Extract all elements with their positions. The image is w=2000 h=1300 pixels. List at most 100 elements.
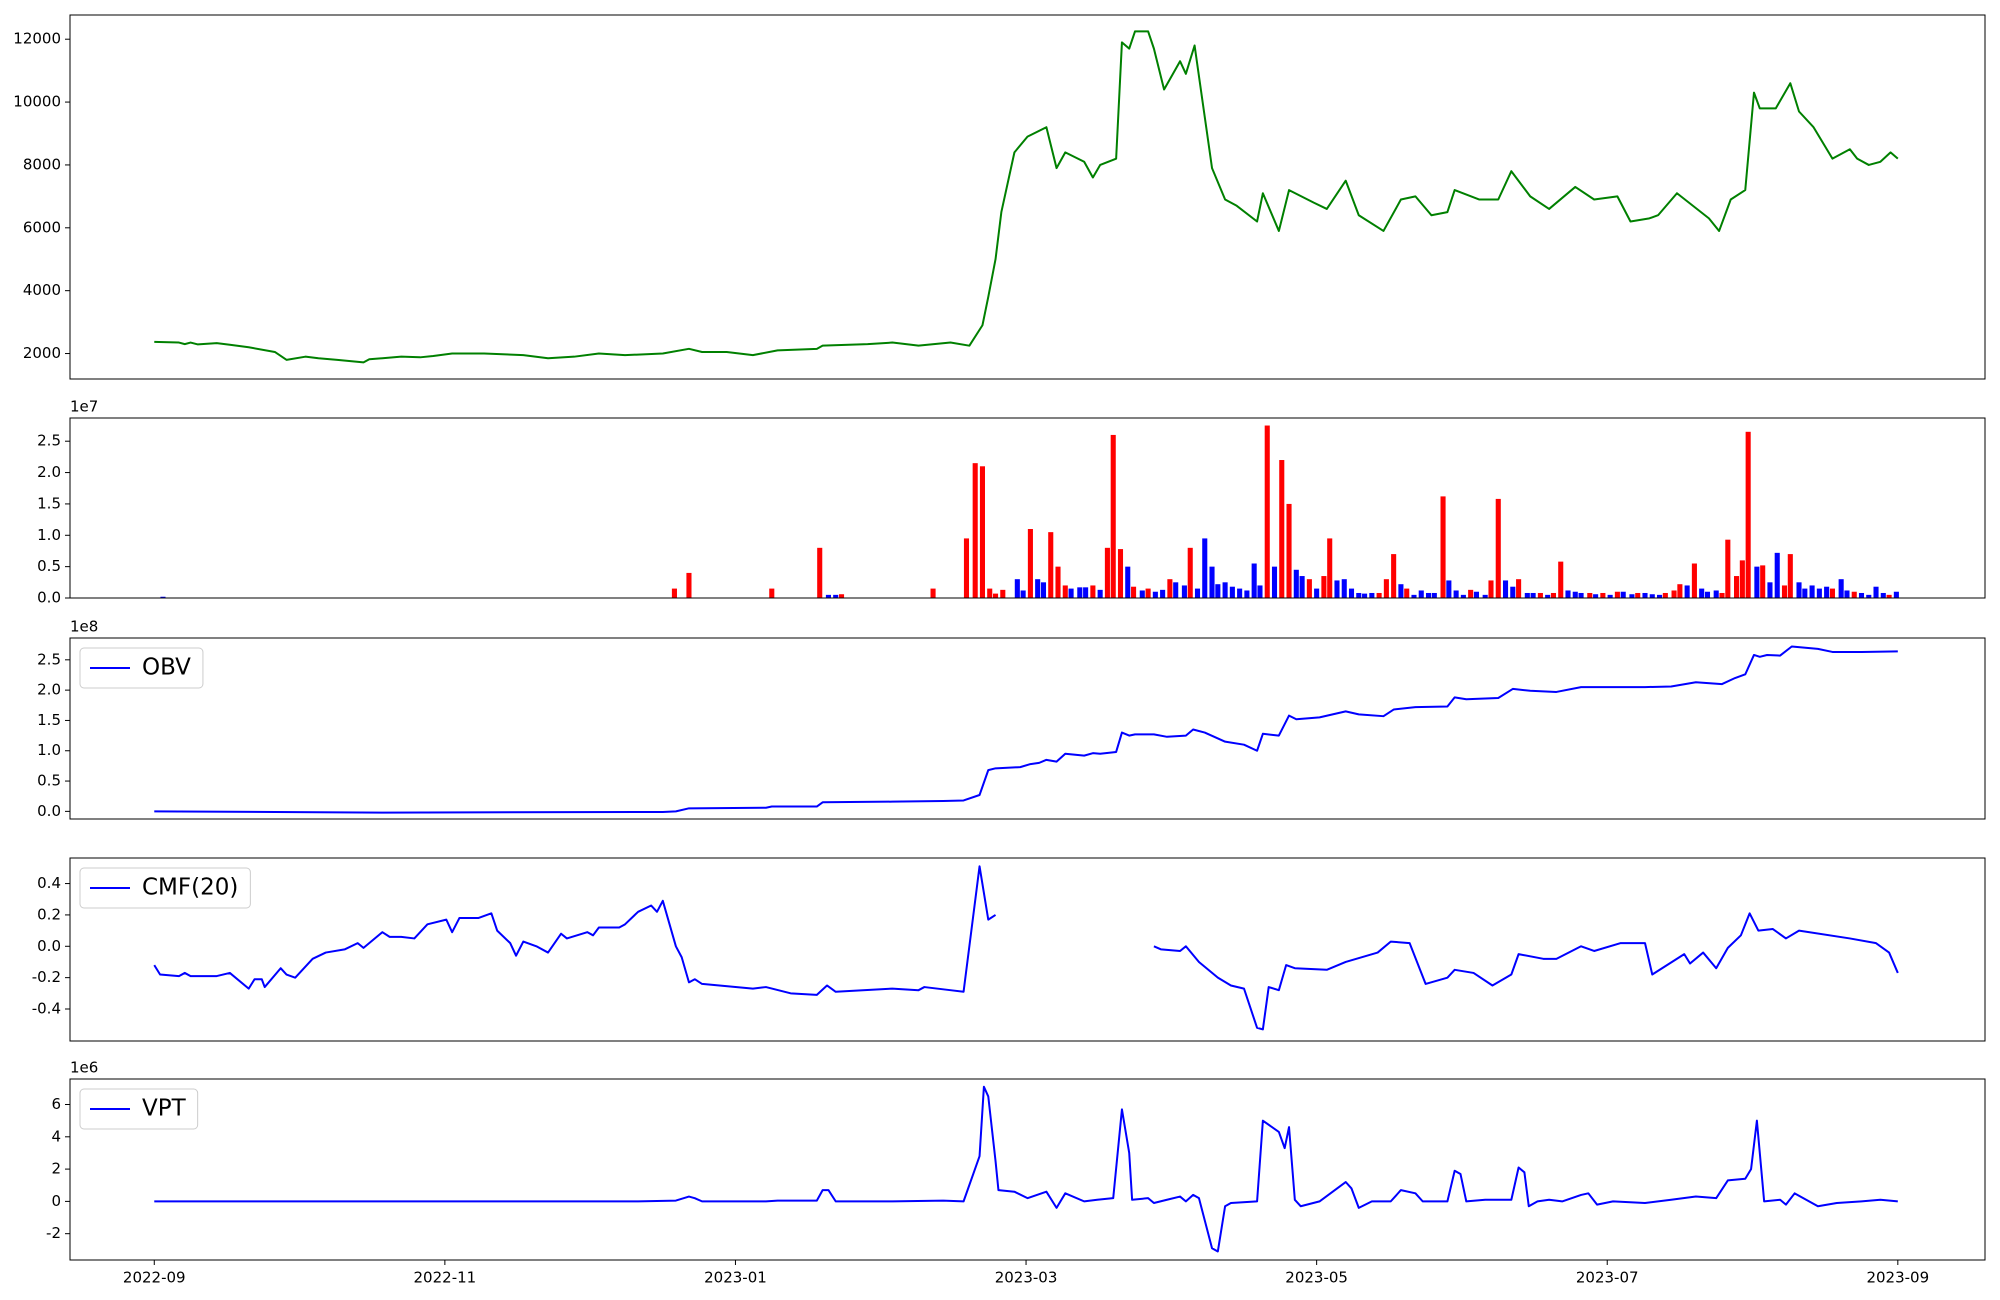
volume-bar <box>1516 579 1522 598</box>
volume-bar <box>1802 588 1808 598</box>
volume-bar <box>1048 532 1054 598</box>
y-tick-label: 1.5 <box>37 711 61 729</box>
volume-bar <box>1662 592 1668 598</box>
y-tick-label: 0.0 <box>37 589 61 607</box>
y-tick-label: -0.2 <box>32 968 61 986</box>
volume-bar <box>1473 591 1480 598</box>
legend-box <box>79 647 204 689</box>
volume-bar <box>1495 498 1501 598</box>
volume-bar <box>1131 586 1137 598</box>
volume-bar <box>1734 576 1740 598</box>
volume-bar <box>1754 566 1760 598</box>
volume-bar <box>1510 586 1516 598</box>
volume-bar <box>1587 592 1593 598</box>
x-tick-label: 2023-05 <box>1285 1269 1348 1287</box>
y-tick-label: 1.5 <box>37 494 61 512</box>
volume-bar <box>1000 589 1006 598</box>
legend-label: OBV <box>142 655 191 681</box>
volume-bar <box>1187 547 1193 598</box>
volume-bar <box>1468 589 1474 598</box>
volume-bar <box>1418 590 1424 598</box>
y-tick-label: 0.0 <box>37 802 61 820</box>
volume-bar <box>1431 592 1437 598</box>
volume-bar <box>1866 594 1872 598</box>
y-tick-label: 0.2 <box>37 905 61 923</box>
volume-bar <box>833 594 839 598</box>
volume-bar <box>1348 588 1355 598</box>
volume-bar <box>1090 585 1096 598</box>
volume-bar <box>1691 563 1697 598</box>
volume-bar <box>972 463 978 598</box>
y-tick-label: 10000 <box>13 93 61 111</box>
volume-bar <box>1460 594 1466 598</box>
volume-bar <box>1809 585 1815 598</box>
volume-bar <box>1068 588 1074 598</box>
volume-bar <box>1279 460 1285 598</box>
y-tick-label: 2.0 <box>37 463 61 481</box>
volume-bar <box>1844 590 1850 598</box>
volume-bar <box>1565 590 1571 598</box>
volume-bar <box>1139 590 1145 598</box>
volume-bar <box>1306 579 1312 598</box>
volume-bar <box>1062 585 1068 598</box>
volume-bar <box>1314 588 1320 598</box>
volume-bar <box>1704 591 1711 598</box>
volume-bar <box>1725 539 1731 598</box>
y-tick-label: 0.5 <box>37 557 61 575</box>
volume-bar <box>1341 579 1347 598</box>
volume-bar <box>1572 591 1578 598</box>
y-offset-label: 1e6 <box>70 1059 98 1077</box>
axes-frame <box>69 637 1986 820</box>
volume-bar <box>1125 566 1131 598</box>
volume-bar <box>1055 566 1061 598</box>
volume-bar <box>1222 582 1228 598</box>
axes-frame <box>69 417 1986 599</box>
volume-bar <box>1453 590 1459 598</box>
volume-bar <box>1202 538 1208 598</box>
legend-box <box>79 867 251 909</box>
volume-bar <box>160 596 166 598</box>
volume-bar <box>1425 592 1432 598</box>
volume-bar <box>1369 592 1375 598</box>
series-line <box>154 30 1899 364</box>
volume-bar <box>987 588 993 598</box>
volume-bar <box>1578 592 1584 598</box>
volume-bar <box>1649 594 1655 598</box>
volume-bar <box>1237 588 1243 598</box>
volume-bar <box>1629 594 1635 598</box>
volume-bar <box>1781 585 1788 598</box>
volume-bar <box>1620 591 1626 598</box>
volume-bar <box>1411 594 1417 598</box>
volume-bar <box>1215 584 1221 598</box>
axes-frame <box>69 857 1986 1042</box>
volume-bar <box>1713 590 1719 598</box>
x-tick-label: 2023-07 <box>1576 1269 1639 1287</box>
volume-bar <box>1838 579 1844 598</box>
volume-bar <box>1446 580 1452 598</box>
y-tick-label: 1.0 <box>37 526 61 544</box>
volume-bar <box>1886 594 1892 598</box>
volume-bar <box>1167 579 1173 598</box>
volume-bar <box>1020 590 1026 598</box>
volume-bar <box>1251 563 1257 598</box>
volume-bar <box>1699 588 1705 598</box>
volume-bar <box>1796 582 1802 598</box>
volume-bar <box>1873 586 1879 598</box>
y-tick-label: 2000 <box>23 344 61 362</box>
volume-bar <box>1194 588 1201 598</box>
volume-bar <box>1077 587 1083 598</box>
volume-bar <box>1530 592 1536 598</box>
volume-bar <box>1257 585 1263 598</box>
volume-bar <box>1858 592 1865 598</box>
volume-bar <box>1851 591 1857 598</box>
y-tick-label: 0.0 <box>37 937 61 955</box>
volume-bar <box>1545 594 1551 598</box>
volume-bar <box>1356 592 1362 598</box>
y-tick-label: 2.5 <box>37 650 61 668</box>
volume-bar <box>1264 425 1270 598</box>
volume-bar <box>1774 552 1780 598</box>
volume-bar <box>1404 588 1410 598</box>
volume-bar <box>930 588 936 598</box>
volume-bar <box>1035 579 1041 598</box>
volume-bar <box>1760 565 1766 598</box>
